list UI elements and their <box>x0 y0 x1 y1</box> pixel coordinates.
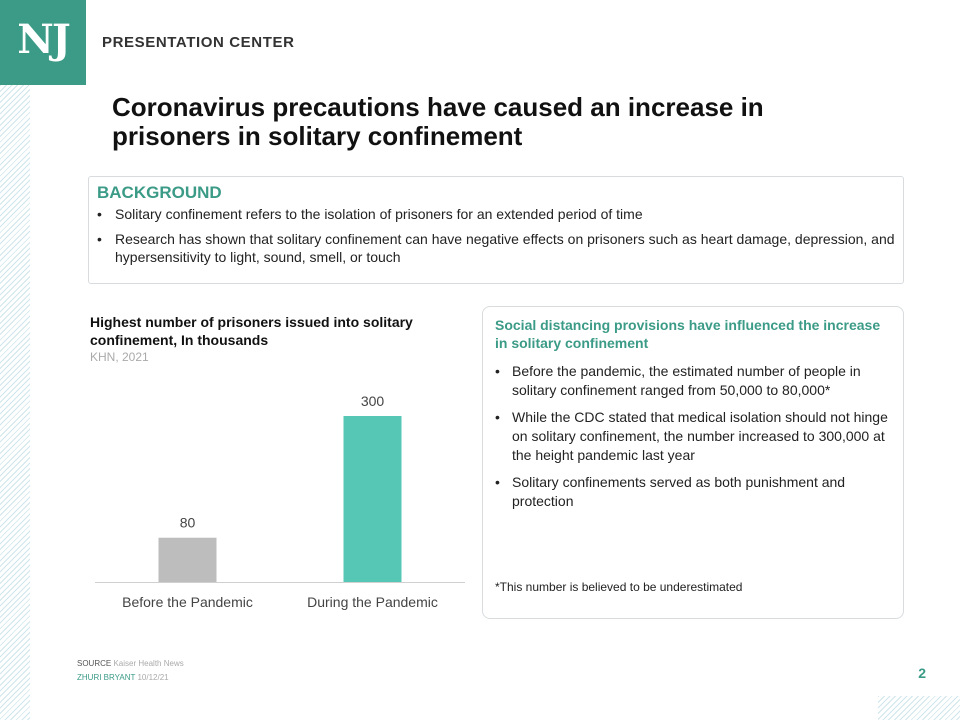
chart-source: KHN, 2021 <box>90 350 149 364</box>
info-box: Social distancing provisions have influe… <box>482 306 904 619</box>
data-label: 300 <box>361 393 385 409</box>
info-list: Before the pandemic, the estimated numbe… <box>495 362 890 519</box>
background-heading: BACKGROUND <box>97 183 222 202</box>
logo-text: NJ <box>17 16 71 63</box>
category-label: During the Pandemic <box>307 594 438 610</box>
background-bullet: Research has shown that solitary confine… <box>97 230 897 266</box>
bar <box>343 416 402 582</box>
info-bullet: While the CDC stated that medical isolat… <box>495 408 890 465</box>
footer-author: ZHURI BRYANT 10/12/21 <box>77 673 169 682</box>
footer-source-text: Kaiser Health News <box>113 659 184 668</box>
bar <box>158 537 217 582</box>
nj-logo: NJ <box>0 0 86 85</box>
footer-source: SOURCE Kaiser Health News <box>77 659 184 668</box>
decorative-stripes-left <box>0 85 30 720</box>
data-label: 80 <box>180 515 196 531</box>
footer-source-label: SOURCE <box>77 659 112 668</box>
brand-name: PRESENTATION CENTER <box>102 34 295 51</box>
info-bullet: Before the pandemic, the estimated numbe… <box>495 362 890 400</box>
bar-chart: 80 Before the Pandemic 300 During the Pande… <box>95 393 465 610</box>
slide-title: Coronavirus precautions have caused an i… <box>112 92 764 151</box>
category-label: Before the Pandemic <box>122 594 253 610</box>
info-bullet: Solitary confinements served as both pun… <box>495 473 890 511</box>
page-number: 2 <box>918 665 926 681</box>
chart-title: Highest number of prisoners issued into … <box>90 314 413 348</box>
background-box: BACKGROUND Solitary confinement refers t… <box>88 176 904 284</box>
footer-author-name: ZHURI BRYANT <box>77 673 136 682</box>
background-list: Solitary confinement refers to the isola… <box>97 205 897 273</box>
decorative-stripes-bottom-right <box>878 696 960 720</box>
background-bullet: Solitary confinement refers to the isola… <box>97 205 897 223</box>
info-heading: Social distancing provisions have influe… <box>495 317 881 351</box>
footnote: *This number is believed to be underesti… <box>495 580 743 594</box>
footer-date: 10/12/21 <box>137 673 169 682</box>
